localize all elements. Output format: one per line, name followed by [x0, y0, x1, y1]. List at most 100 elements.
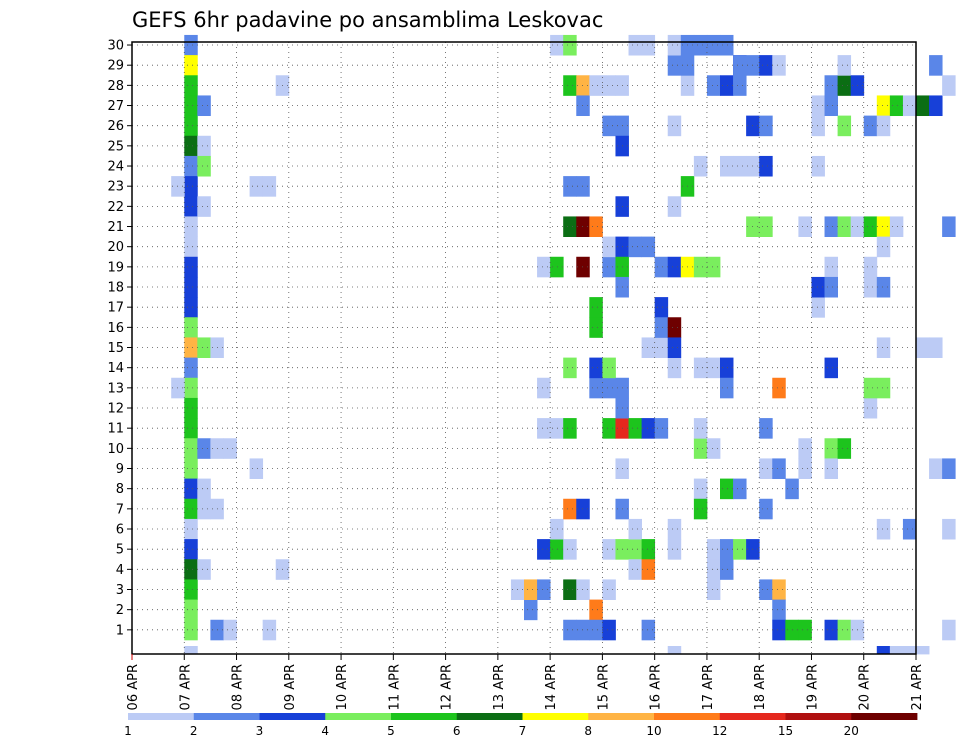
y-tick-label: 12 — [107, 402, 124, 417]
y-tick-label: 26 — [107, 119, 124, 134]
heatmap-cell — [537, 256, 551, 278]
heatmap-cell — [876, 646, 891, 655]
heatmap-cell — [641, 418, 656, 439]
heatmap-cell — [184, 297, 198, 318]
heatmap-cell — [563, 619, 577, 641]
heatmap-cell — [537, 418, 551, 439]
heatmap-cell — [667, 337, 682, 358]
heatmap-cell — [550, 539, 564, 560]
heatmap-cell — [563, 418, 577, 439]
heatmap-cells — [171, 34, 956, 655]
heatmap-cell — [249, 458, 264, 479]
heatmap-cell — [772, 619, 786, 641]
chart-title: GEFS 6hr padavine po ansamblima Leskovac — [132, 8, 603, 32]
heatmap-cell — [184, 619, 198, 641]
heatmap-cell — [876, 115, 891, 137]
colorbar-swatch — [128, 713, 195, 720]
heatmap-cell — [576, 95, 590, 117]
heatmap-cell — [576, 176, 590, 197]
heatmap-cell — [759, 458, 773, 479]
heatmap-cell — [184, 458, 198, 479]
heatmap-cell — [197, 478, 211, 500]
heatmap-cell — [589, 357, 603, 379]
colorbar-label: 8 — [584, 724, 592, 738]
y-tick-label: 2 — [116, 603, 124, 618]
y-tick-label: 8 — [116, 482, 124, 497]
heatmap-cell — [563, 176, 577, 197]
colorbar-label: 2 — [190, 724, 198, 738]
colorbar-swatch — [785, 713, 852, 720]
heatmap-cell — [889, 646, 904, 655]
heatmap-cell — [563, 34, 577, 56]
heatmap-cell — [720, 377, 734, 399]
heatmap-cell — [589, 619, 603, 641]
heatmap-cell — [537, 539, 551, 560]
heatmap-cell — [184, 55, 198, 76]
heatmap-cell — [563, 357, 577, 379]
heatmap-cell — [184, 418, 198, 439]
colorbar-swatch — [325, 713, 392, 720]
y-tick-label: 4 — [116, 563, 124, 578]
y-tick-label: 18 — [107, 281, 124, 296]
heatmap-cell — [720, 539, 734, 560]
x-tick-label: 19 APR — [805, 664, 820, 710]
heatmap-cell — [733, 155, 747, 177]
heatmap-cell — [824, 357, 838, 379]
colorbar-swatch — [522, 713, 589, 720]
heatmap-cell — [184, 498, 198, 520]
x-tick-label: 06 APR — [126, 664, 141, 710]
heatmap-cell — [602, 236, 616, 258]
heatmap-cell — [602, 256, 616, 278]
colorbar-swatch — [654, 713, 721, 720]
heatmap-cell — [184, 518, 198, 540]
heatmap-cell — [563, 498, 577, 520]
y-tick-label: 30 — [107, 39, 124, 54]
heatmap-cell — [863, 276, 878, 298]
heatmap-cell — [837, 75, 852, 96]
heatmap-cell — [184, 276, 198, 298]
heatmap-cell — [798, 438, 812, 459]
heatmap-cell — [811, 297, 825, 318]
heatmap-cell — [876, 377, 891, 399]
heatmap-cell — [759, 418, 773, 439]
heatmap-cell — [249, 176, 264, 197]
heatmap-cell — [184, 579, 198, 600]
heatmap-cell — [628, 34, 642, 56]
heatmap-cell — [550, 418, 564, 439]
y-tick-label: 28 — [107, 79, 124, 94]
heatmap-cell — [942, 518, 956, 540]
y-tick-label: 19 — [107, 260, 124, 275]
colorbar-swatch — [588, 713, 655, 720]
colorbar-label: 12 — [712, 724, 727, 738]
heatmap-cell — [184, 559, 198, 580]
heatmap-cell — [863, 256, 878, 278]
heatmap-cell — [693, 256, 708, 278]
heatmap-cell — [197, 559, 211, 580]
heatmap-cell — [589, 599, 603, 621]
heatmap-cell — [184, 539, 198, 560]
heatmap-cell — [184, 115, 198, 137]
heatmap-cell — [602, 579, 616, 600]
heatmap-cell — [184, 397, 198, 419]
colorbar-swatch — [719, 713, 786, 720]
heatmap-cell — [942, 458, 956, 479]
heatmap-cell — [733, 75, 747, 96]
heatmap-cell — [942, 216, 956, 237]
colorbar-label: 7 — [519, 724, 527, 738]
heatmap-cell — [720, 75, 734, 96]
heatmap-cell — [524, 579, 538, 600]
y-tick-label: 6 — [116, 523, 124, 538]
heatmap-cell — [693, 357, 708, 379]
heatmap-cell — [759, 579, 773, 600]
heatmap-cell — [262, 619, 277, 641]
heatmap-cell — [759, 498, 773, 520]
heatmap-cell — [537, 579, 551, 600]
heatmap-cell — [824, 256, 838, 278]
heatmap-cell — [863, 115, 878, 137]
colorbar-legend: 1 2 3 4 5 6 7 8 10 12 15 20 — [124, 713, 918, 738]
heatmap-cell — [628, 518, 642, 540]
y-tick-label: 22 — [107, 200, 124, 215]
x-axis-ticks: 06 APR 07 APR 08 APR 09 APR 10 APR 11 APR 12 A… — [126, 654, 925, 710]
x-tick-label: 10 APR — [335, 664, 350, 710]
heatmap-cell — [863, 377, 878, 399]
